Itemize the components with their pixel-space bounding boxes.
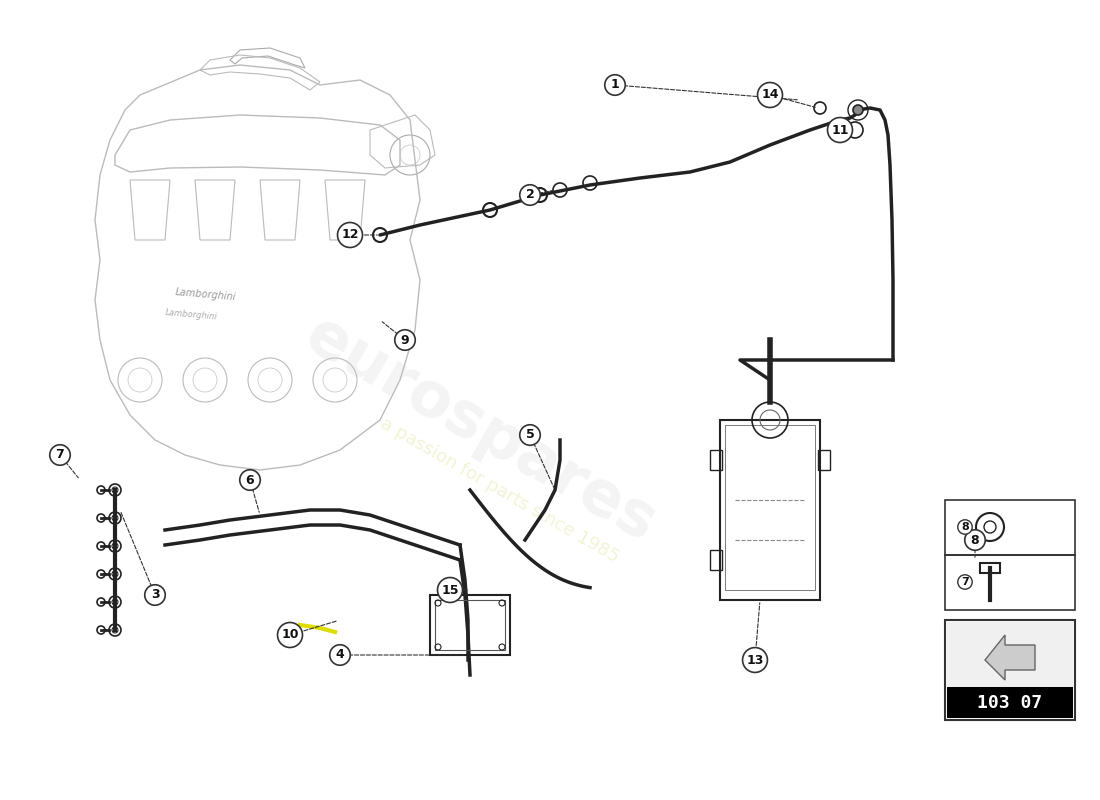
Bar xyxy=(947,622,1072,687)
Text: 12: 12 xyxy=(341,229,359,242)
Circle shape xyxy=(984,521,996,533)
Text: a passion for parts since 1985: a passion for parts since 1985 xyxy=(377,414,623,566)
Bar xyxy=(818,450,830,470)
Bar xyxy=(945,555,1075,610)
Text: 3: 3 xyxy=(151,589,160,602)
Text: 11: 11 xyxy=(832,123,849,137)
Circle shape xyxy=(852,105,864,115)
Polygon shape xyxy=(984,635,1035,680)
Text: 15: 15 xyxy=(441,583,459,597)
Bar xyxy=(945,500,1075,555)
Text: 13: 13 xyxy=(746,654,763,666)
Text: 8: 8 xyxy=(970,534,979,546)
Text: Lamborghini: Lamborghini xyxy=(175,286,236,302)
Text: 2: 2 xyxy=(526,189,535,202)
Text: 8: 8 xyxy=(961,522,969,532)
Bar xyxy=(980,563,1000,573)
Bar xyxy=(710,550,722,570)
Bar xyxy=(720,420,820,600)
Bar xyxy=(945,620,1075,720)
Text: 103 07: 103 07 xyxy=(978,694,1043,712)
Text: 7: 7 xyxy=(961,577,969,587)
Text: 6: 6 xyxy=(245,474,254,486)
Bar xyxy=(434,600,505,650)
Text: 10: 10 xyxy=(282,629,299,642)
Bar xyxy=(430,595,510,655)
Text: 1: 1 xyxy=(610,78,619,91)
Bar xyxy=(710,450,722,470)
Text: 14: 14 xyxy=(761,89,779,102)
Text: 7: 7 xyxy=(56,449,65,462)
Text: 9: 9 xyxy=(400,334,409,346)
Text: eurospares: eurospares xyxy=(294,306,667,554)
Text: 4: 4 xyxy=(336,649,344,662)
Text: 5: 5 xyxy=(526,429,535,442)
Bar xyxy=(947,687,1072,718)
Text: Lamborghini: Lamborghini xyxy=(165,309,218,322)
Bar xyxy=(725,425,815,590)
